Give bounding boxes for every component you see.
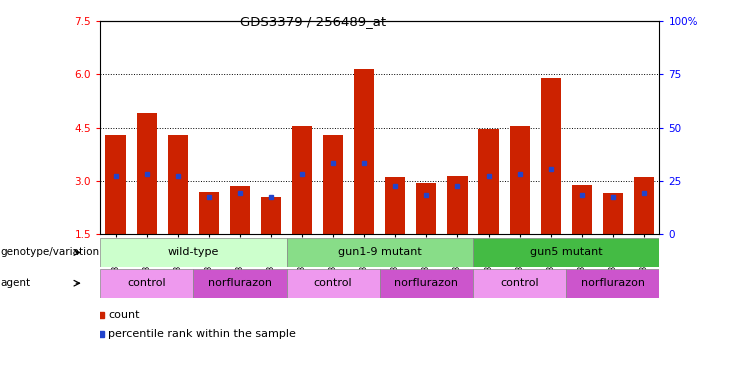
Bar [479,129,499,234]
Bar [287,238,473,267]
Text: GDS3379 / 256489_at: GDS3379 / 256489_at [240,15,386,28]
Bar [380,269,473,298]
Text: gun5 mutant: gun5 mutant [530,247,602,258]
Bar [105,135,126,234]
Bar [473,269,566,298]
Text: gun1-9 mutant: gun1-9 mutant [338,247,422,258]
Text: control: control [127,278,166,288]
Bar [230,186,250,234]
Bar [167,135,187,234]
Text: genotype/variation: genotype/variation [1,247,100,258]
Text: control: control [314,278,353,288]
Bar [261,197,281,234]
Bar [193,269,287,298]
Bar [292,126,312,234]
Bar [199,192,219,234]
Bar [566,269,659,298]
Text: agent: agent [1,278,31,288]
Text: control: control [500,278,539,288]
Bar [354,69,374,234]
Bar [136,114,157,234]
Bar [448,175,468,234]
Bar [510,126,530,234]
Text: count: count [108,310,140,320]
Bar [287,269,379,298]
Bar [385,177,405,234]
Bar [572,185,592,234]
Text: norflurazon: norflurazon [208,278,272,288]
Bar [473,238,659,267]
Text: wild-type: wild-type [167,247,219,258]
Text: norflurazon: norflurazon [394,278,459,288]
Text: percentile rank within the sample: percentile rank within the sample [108,329,296,339]
Bar [541,78,561,234]
Bar [100,238,287,267]
Bar [323,135,343,234]
Text: norflurazon: norflurazon [581,278,645,288]
Bar [416,183,436,234]
Bar [602,194,623,234]
Bar [634,177,654,234]
Bar [100,269,193,298]
